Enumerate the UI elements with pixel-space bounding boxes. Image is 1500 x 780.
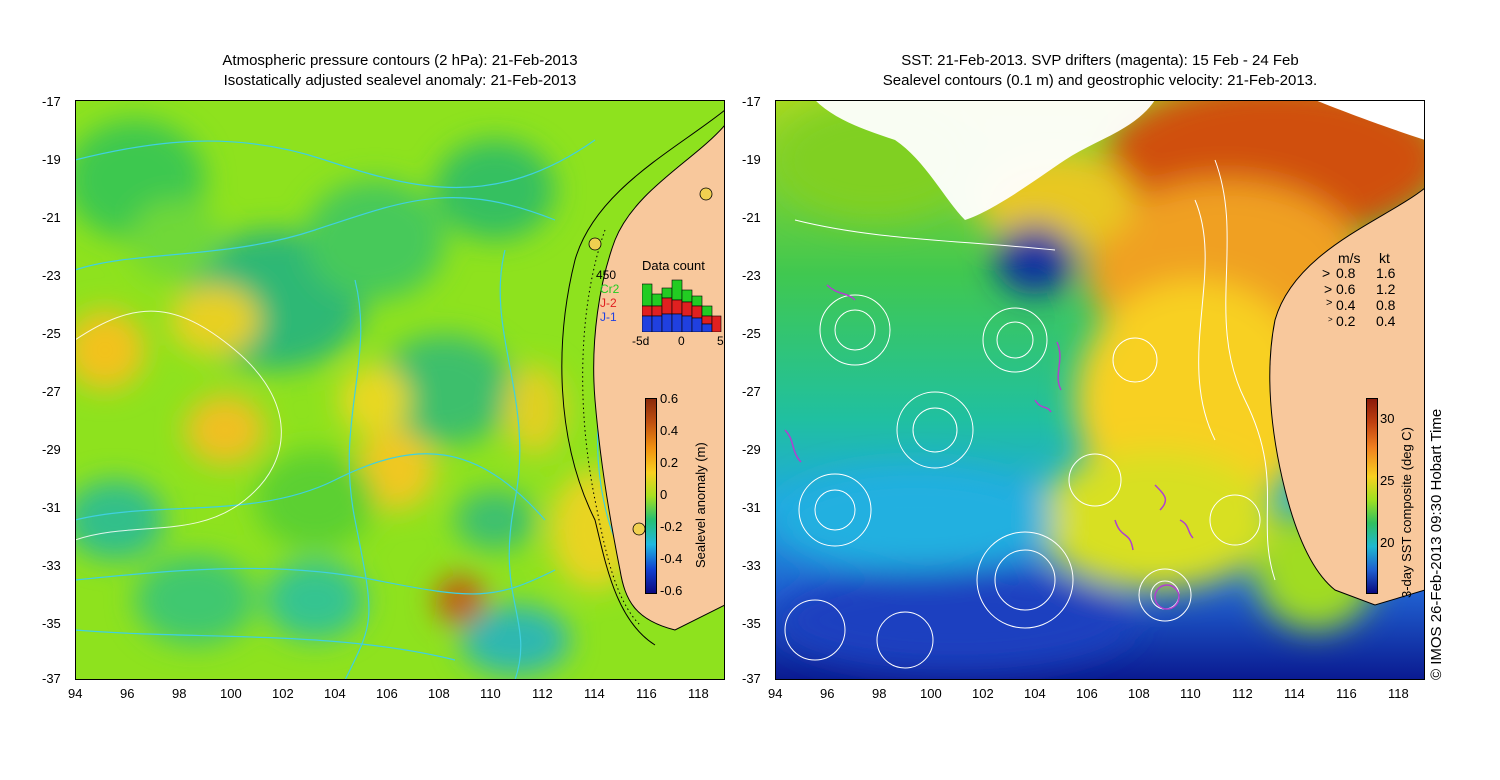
cb-left-tick-m0.2: -0.2 bbox=[660, 519, 683, 534]
velocity-0.6-kt: 1.2 bbox=[1376, 281, 1396, 297]
left-xtick: 102 bbox=[272, 686, 294, 701]
legend-cr2: Cr2 bbox=[600, 282, 620, 296]
velocity-0.6-ms: 0.6 bbox=[1336, 281, 1356, 297]
legend-j1: J-1 bbox=[600, 310, 617, 324]
cb-left-tick-0.6: 0.6 bbox=[660, 391, 679, 406]
right-xtick: 116 bbox=[1336, 686, 1357, 701]
sealevel-colorbar-label: Sealevel anomaly (m) bbox=[693, 442, 708, 568]
right-xtick: 96 bbox=[820, 686, 835, 701]
sealevel-colorbar bbox=[645, 398, 657, 594]
right-ytick: -21 bbox=[742, 210, 761, 225]
cb-right-tick-20: 20 bbox=[1380, 535, 1395, 550]
sst-map bbox=[775, 100, 1425, 680]
right-xtick: 112 bbox=[1232, 686, 1253, 701]
left-xtick: 104 bbox=[324, 686, 346, 701]
right-ytick: -35 bbox=[742, 616, 761, 631]
velocity-0.4-ms: 0.4 bbox=[1336, 297, 1356, 313]
right-xtick: 100 bbox=[920, 686, 942, 701]
velocity-legend-ms: m/s bbox=[1338, 250, 1361, 266]
velocity-legend: m/s kt > 0.8 1.6 > 0.6 1.2 > 0.4 0.8 > 0… bbox=[1322, 250, 1426, 334]
left-ytick: -23 bbox=[42, 268, 61, 283]
left-xtick: 116 bbox=[636, 686, 657, 701]
left-ytick: -37 bbox=[42, 671, 61, 686]
right-xtick: 94 bbox=[768, 686, 783, 701]
data-count-max: 450 bbox=[596, 268, 617, 282]
right-xtick: 118 bbox=[1388, 686, 1409, 701]
pressure-contours bbox=[75, 139, 636, 680]
velocity-0.8-ms: 0.8 bbox=[1336, 265, 1356, 281]
right-ytick: -23 bbox=[742, 268, 761, 283]
velocity-legend-kt: kt bbox=[1379, 250, 1390, 266]
left-ytick: -27 bbox=[42, 384, 61, 399]
inset-xtick-5: 5 bbox=[717, 334, 724, 348]
sealevel-anomaly-map bbox=[75, 100, 725, 680]
sst-colorbar bbox=[1366, 398, 1378, 594]
right-title-line1: SST: 21-Feb-2013. SVP drifters (magenta)… bbox=[901, 52, 1299, 69]
velocity-0.2-ms: 0.2 bbox=[1336, 313, 1356, 329]
australia-land bbox=[593, 125, 725, 630]
velocity-0.2-kt: 0.4 bbox=[1376, 313, 1396, 329]
velocity-0.8-kt: 1.6 bbox=[1376, 265, 1396, 281]
imos-credit: © IMOS 26-Feb-2013 09:30 Hobart Time bbox=[1428, 408, 1445, 680]
left-ytick: -21 bbox=[42, 210, 61, 225]
cb-left-tick-0: 0 bbox=[660, 487, 668, 502]
right-ytick: -25 bbox=[742, 326, 761, 341]
inset-xtick-0: 0 bbox=[678, 334, 685, 348]
arrow-icon-0.8: > bbox=[1322, 265, 1331, 281]
sst-colorbar-label: 3-day SST composite (deg C) bbox=[1399, 427, 1414, 598]
cb-left-tick-0.2: 0.2 bbox=[660, 455, 679, 470]
left-xtick: 112 bbox=[532, 686, 553, 701]
cb-left-tick-m0.6: -0.6 bbox=[660, 583, 683, 598]
cb-left-tick-0.4: 0.4 bbox=[660, 423, 679, 438]
left-xtick: 98 bbox=[172, 686, 187, 701]
right-xtick: 98 bbox=[872, 686, 887, 701]
right-ytick: -33 bbox=[742, 558, 761, 573]
left-title-line1: Atmospheric pressure contours (2 hPa): 2… bbox=[222, 52, 578, 69]
right-ytick: -31 bbox=[742, 500, 761, 515]
left-ytick: -17 bbox=[42, 94, 61, 109]
cb-right-tick-30: 30 bbox=[1380, 411, 1395, 426]
left-xtick: 94 bbox=[68, 686, 83, 701]
data-count-inset: Data count 450 Cr2 J-2 J-1 -5d 0 5 bbox=[596, 258, 726, 352]
right-title-line2: Sealevel contours (0.1 m) and geostrophi… bbox=[882, 72, 1318, 89]
left-xtick: 108 bbox=[428, 686, 450, 701]
right-xtick: 110 bbox=[1180, 686, 1201, 701]
right-xtick: 102 bbox=[972, 686, 994, 701]
left-xtick: 96 bbox=[120, 686, 135, 701]
right-ytick: -19 bbox=[742, 152, 761, 167]
legend-j2: J-2 bbox=[600, 296, 617, 310]
left-xtick: 110 bbox=[480, 686, 501, 701]
right-xtick: 108 bbox=[1128, 686, 1150, 701]
right-xtick: 104 bbox=[1024, 686, 1046, 701]
inset-xtick-m5: -5d bbox=[632, 334, 650, 348]
left-xtick: 106 bbox=[376, 686, 398, 701]
sealevel-contours bbox=[784, 159, 1276, 669]
left-title-line2: Isostatically adjusted sealevel anomaly:… bbox=[223, 72, 577, 89]
right-ytick: -29 bbox=[742, 442, 761, 457]
data-count-title: Data count bbox=[642, 258, 705, 273]
right-xtick: 114 bbox=[1284, 686, 1305, 701]
left-ytick: -31 bbox=[42, 500, 61, 515]
left-ytick: -25 bbox=[42, 326, 61, 341]
right-ytick: -37 bbox=[742, 671, 761, 686]
right-ytick: -27 bbox=[742, 384, 761, 399]
left-ytick: -29 bbox=[42, 442, 61, 457]
left-ytick: -19 bbox=[42, 152, 61, 167]
left-xtick: 114 bbox=[584, 686, 605, 701]
arrow-icon-0.4: > bbox=[1326, 297, 1333, 309]
left-ytick: -35 bbox=[42, 616, 61, 631]
left-xtick: 100 bbox=[220, 686, 242, 701]
arrow-icon-0.6: > bbox=[1324, 281, 1333, 297]
data-count-histogram bbox=[642, 279, 722, 332]
cb-left-tick-m0.4: -0.4 bbox=[660, 551, 683, 566]
right-ytick: -17 bbox=[742, 94, 761, 109]
left-ytick: -33 bbox=[42, 558, 61, 573]
cb-right-tick-25: 25 bbox=[1380, 473, 1395, 488]
svp-drifters bbox=[784, 284, 1194, 610]
arrow-icon-0.2: > bbox=[1328, 315, 1333, 324]
velocity-0.4-kt: 0.8 bbox=[1376, 297, 1396, 313]
australia-land-sst bbox=[1269, 188, 1425, 605]
right-xtick: 106 bbox=[1076, 686, 1098, 701]
left-xtick: 118 bbox=[688, 686, 709, 701]
